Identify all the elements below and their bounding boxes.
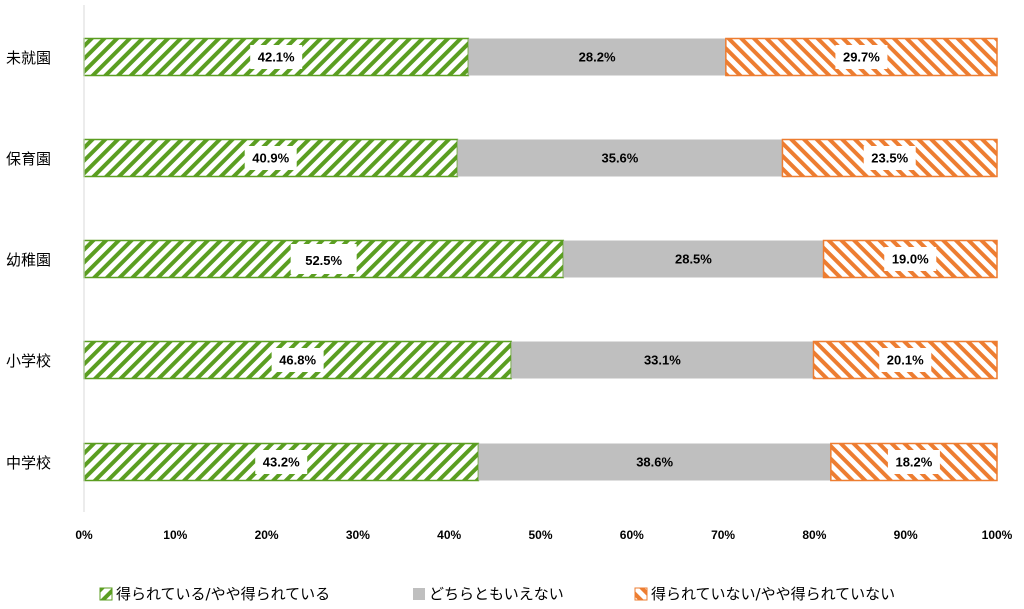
data-label: 28.2% (579, 50, 616, 65)
x-tick-label: 10% (163, 528, 187, 542)
data-label: 46.8% (279, 353, 316, 368)
data-label: 43.2% (263, 455, 300, 470)
data-label: 40.9% (252, 151, 289, 166)
data-label: 29.7% (843, 50, 880, 65)
data-label: 52.5% (305, 253, 342, 268)
x-tick-label: 80% (802, 528, 826, 542)
x-tick-label: 20% (255, 528, 279, 542)
x-tick-label: 0% (75, 528, 93, 542)
category-label: 幼稚園 (6, 251, 51, 269)
data-label-background (244, 146, 297, 170)
data-label: 18.2% (895, 455, 932, 470)
bar-segment (457, 139, 783, 177)
data-label: 38.6% (636, 455, 673, 470)
data-label: 20.1% (887, 353, 924, 368)
bar-segment (563, 240, 824, 278)
bar-segment (511, 341, 814, 379)
x-tick-label: 70% (711, 528, 735, 542)
legend-swatch (634, 587, 648, 601)
data-label-background (255, 450, 308, 474)
data-label: 42.1% (258, 50, 295, 65)
x-tick-label: 60% (620, 528, 644, 542)
data-label-background (835, 45, 888, 69)
bar-segment (468, 38, 726, 76)
data-label-background (879, 348, 932, 372)
data-label-background (290, 244, 357, 274)
x-tick-label: 100% (982, 528, 1013, 542)
category-label: 中学校 (6, 454, 51, 472)
category-label: 保育園 (6, 150, 51, 168)
legend-swatch (99, 587, 113, 601)
category-label: 小学校 (6, 352, 51, 370)
legend-label: 得られている/やや得られている (116, 585, 330, 603)
data-label: 19.0% (892, 252, 929, 267)
bar-segment (83, 138, 459, 178)
x-tick-label: 90% (894, 528, 918, 542)
data-label-background (884, 247, 937, 271)
category-label: 未就園 (6, 49, 51, 67)
legend-label: 得られていない/やや得られていない (651, 585, 895, 603)
legend-label: どちらともいえない (429, 585, 564, 603)
bar-segment (478, 443, 831, 481)
x-tick-label: 30% (346, 528, 370, 542)
data-label: 33.1% (644, 353, 681, 368)
data-label-background (887, 450, 940, 474)
data-label: 28.5% (675, 252, 712, 267)
data-label-background (250, 45, 303, 69)
legend-swatch (413, 588, 425, 600)
data-label: 23.5% (871, 151, 908, 166)
data-label-background (863, 146, 916, 170)
x-tick-label: 50% (528, 528, 552, 542)
data-label: 35.6% (601, 151, 638, 166)
x-tick-label: 40% (437, 528, 461, 542)
data-label-background (271, 348, 324, 372)
